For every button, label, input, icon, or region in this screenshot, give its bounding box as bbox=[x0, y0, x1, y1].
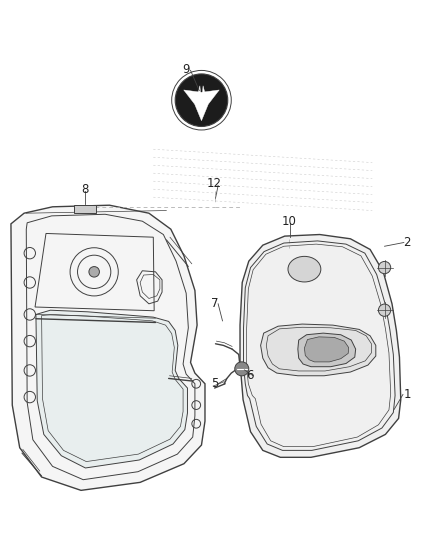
Text: 2: 2 bbox=[403, 236, 411, 249]
Text: 10: 10 bbox=[282, 215, 297, 228]
Circle shape bbox=[172, 70, 231, 130]
Polygon shape bbox=[240, 235, 401, 457]
Polygon shape bbox=[184, 90, 219, 120]
Text: 9: 9 bbox=[182, 63, 190, 76]
Polygon shape bbox=[198, 86, 205, 120]
Text: 1: 1 bbox=[403, 388, 411, 401]
Text: 6: 6 bbox=[246, 369, 254, 382]
Polygon shape bbox=[36, 310, 187, 468]
Polygon shape bbox=[11, 205, 205, 490]
Circle shape bbox=[235, 362, 249, 376]
Circle shape bbox=[378, 261, 391, 274]
Circle shape bbox=[175, 74, 228, 126]
Text: 8: 8 bbox=[82, 183, 89, 196]
Polygon shape bbox=[261, 324, 376, 376]
Circle shape bbox=[378, 304, 391, 317]
Polygon shape bbox=[304, 337, 349, 362]
Text: 7: 7 bbox=[211, 297, 219, 310]
Text: 5: 5 bbox=[211, 377, 218, 390]
Polygon shape bbox=[298, 333, 356, 367]
Circle shape bbox=[89, 266, 99, 277]
Text: 12: 12 bbox=[207, 177, 222, 190]
Ellipse shape bbox=[288, 256, 321, 282]
Polygon shape bbox=[74, 205, 96, 213]
